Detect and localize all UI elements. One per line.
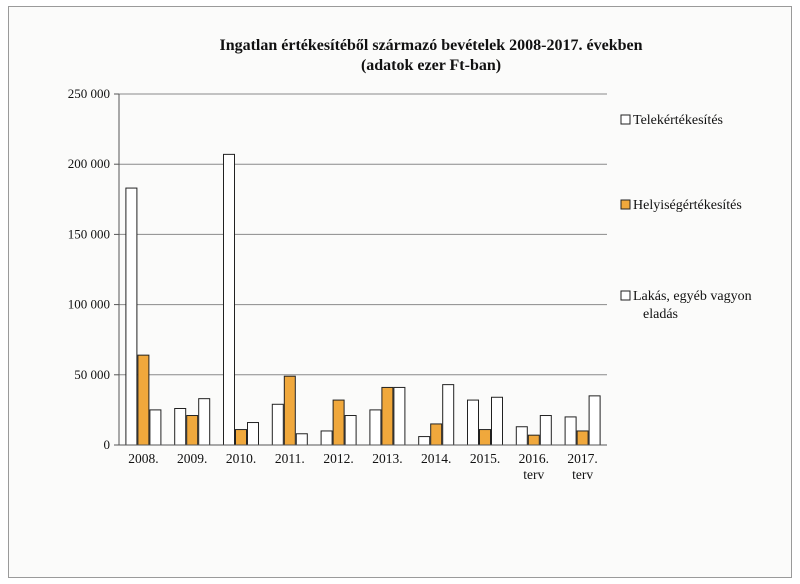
x-tick-label: terv xyxy=(572,467,593,482)
x-tick-label: 2012. xyxy=(323,451,353,466)
chart-title: Ingatlan értékesítéből származó bevétele… xyxy=(219,37,642,54)
bar-telek xyxy=(223,153,235,446)
bar-lakas xyxy=(588,395,601,446)
legend-label: Telekértékesítés xyxy=(633,113,723,128)
bar-telek xyxy=(320,430,333,446)
bar-helyiseg xyxy=(527,434,540,446)
bar-lakas xyxy=(442,384,455,446)
bar-lakas xyxy=(393,386,406,446)
x-tick-label: 2013. xyxy=(372,451,402,466)
bar-helyiseg xyxy=(137,354,150,446)
bar-helyiseg xyxy=(332,399,345,446)
legend-label: Lakás, egyéb vagyon eladás xyxy=(633,289,752,322)
y-tick-label: 0 xyxy=(104,437,111,452)
legend-swatch xyxy=(620,199,631,210)
y-tick-label: 200 000 xyxy=(68,156,110,171)
bar-lakas xyxy=(344,415,357,446)
x-tick-label: 2017. xyxy=(567,451,597,466)
bar-lakas xyxy=(295,433,308,446)
chart-subtitle: (adatok ezer Ft-ban) xyxy=(361,57,501,74)
bar-lakas xyxy=(491,396,503,446)
bar-telek xyxy=(174,407,187,446)
y-tick-label: 150 000 xyxy=(68,226,110,241)
y-tick-label: 250 000 xyxy=(68,86,110,101)
bar-telek xyxy=(125,187,138,446)
y-tick-label: 50 000 xyxy=(74,367,110,382)
x-tick-label: 2008. xyxy=(128,451,158,466)
bar-telek xyxy=(515,426,528,446)
x-tick-label: 2015. xyxy=(470,451,500,466)
bar-telek xyxy=(564,416,577,446)
legend-swatch xyxy=(620,290,631,301)
bar-lakas xyxy=(198,398,211,446)
bar-chart: Ingatlan értékesítéből származó bevétele… xyxy=(68,37,752,482)
legend-swatch xyxy=(620,114,631,125)
bar-helyiseg xyxy=(235,429,247,446)
bar-lakas xyxy=(149,409,162,446)
x-tick-label: terv xyxy=(523,467,544,482)
bar-telek xyxy=(418,436,431,446)
bar-lakas xyxy=(539,415,552,446)
x-tick-label: 2014. xyxy=(421,451,451,466)
bar-helyiseg xyxy=(186,415,199,446)
x-tick-label: 2009. xyxy=(177,451,207,466)
bar-telek xyxy=(467,399,479,446)
bar-helyiseg xyxy=(430,423,443,446)
bar-helyiseg xyxy=(576,430,589,446)
bar-helyiseg xyxy=(283,375,296,446)
y-tick-label: 100 000 xyxy=(68,297,110,312)
x-tick-label: 2010. xyxy=(226,451,256,466)
x-tick-label: 2011. xyxy=(275,451,305,466)
legend-label: Helyiségértékesítés xyxy=(633,198,742,213)
bar-lakas xyxy=(247,422,259,446)
bar-helyiseg xyxy=(479,429,491,446)
bar-telek xyxy=(369,409,382,446)
bar-telek xyxy=(271,403,284,446)
chart-frame: Ingatlan értékesítéből származó bevétele… xyxy=(8,6,792,578)
bar-helyiseg xyxy=(381,386,394,446)
x-tick-label: 2016. xyxy=(519,451,549,466)
